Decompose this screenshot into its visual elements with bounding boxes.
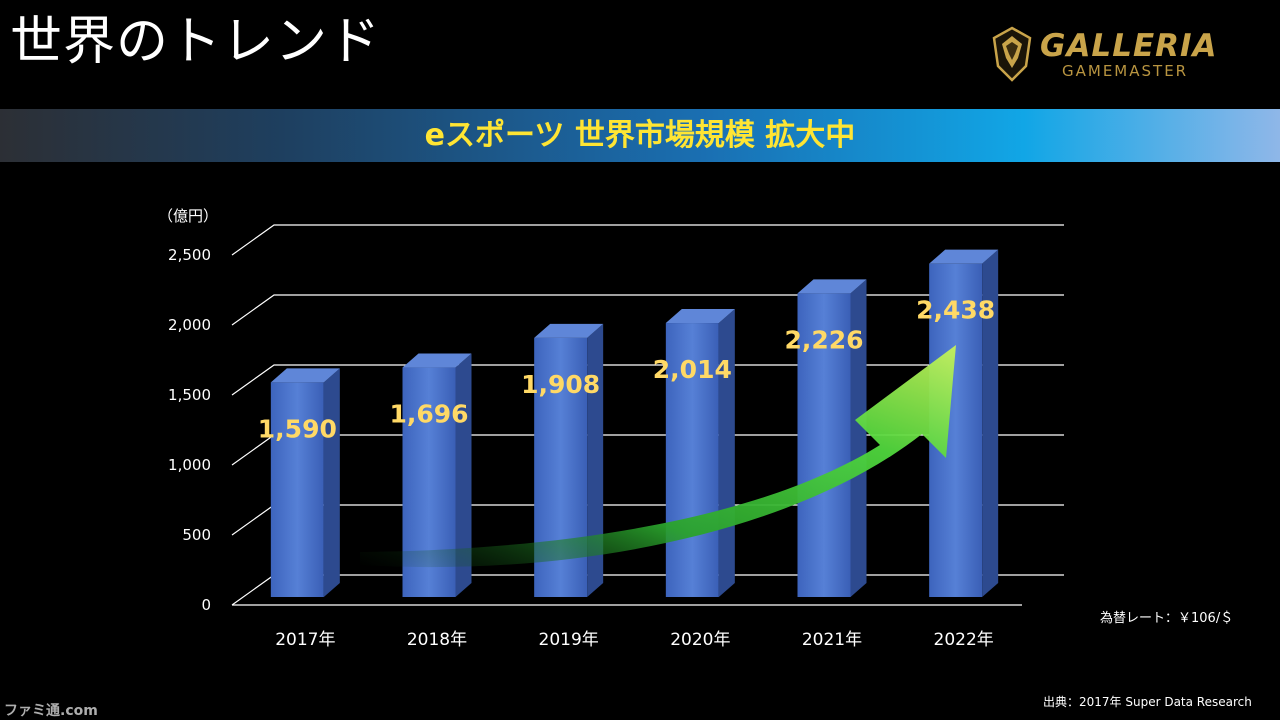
bar-side	[323, 368, 340, 597]
crest-icon	[992, 26, 1032, 82]
x-tick-label: 2019年	[539, 630, 599, 650]
bar-front	[797, 293, 851, 597]
y-axis-unit-label: （億円）	[158, 207, 219, 225]
y-tick-label: 500	[182, 526, 211, 544]
gridline	[231, 224, 1064, 256]
galleria-logo: GALLERIA GAMEMASTER	[990, 26, 1260, 86]
bar	[665, 309, 735, 597]
bar-top	[402, 353, 472, 368]
y-tick-label: 2,000	[168, 316, 211, 334]
x-tick-label: 2021年	[802, 630, 862, 650]
y-tick-label: 1,500	[168, 386, 211, 404]
bar-side	[455, 353, 472, 597]
x-tick-label: 2020年	[670, 630, 730, 650]
x-tick-label: 2022年	[934, 630, 994, 650]
bar-side	[718, 309, 735, 597]
bar-side	[587, 323, 604, 597]
y-tick-label: 2,500	[168, 246, 211, 264]
x-tick-label: 2017年	[275, 630, 335, 650]
bar-side	[850, 279, 867, 597]
logo-wordmark: GALLERIA	[1040, 28, 1218, 64]
bar-top	[270, 368, 340, 383]
bar	[797, 279, 867, 597]
x-tick-label: 2018年	[407, 630, 467, 650]
source-note: 出典：2017年 Super Data Research	[1043, 695, 1252, 709]
bar-top	[665, 309, 735, 324]
banner-text: eスポーツ 世界市場規模 拡大中	[424, 118, 856, 153]
watermark: ファミ通.com	[4, 703, 98, 719]
value-label: 2,438	[916, 296, 995, 325]
value-label: 1,590	[258, 414, 337, 443]
slide-title: 世界のトレンド	[10, 12, 382, 72]
y-tick-label: 1,000	[168, 456, 211, 474]
bar	[929, 249, 999, 597]
value-label: 2,014	[653, 355, 732, 384]
bar-front	[270, 382, 324, 597]
bar	[270, 368, 340, 597]
bar-side	[982, 249, 999, 597]
value-label: 1,696	[389, 400, 468, 429]
logo-subtitle: GAMEMASTER	[1062, 62, 1189, 80]
bar-top	[534, 323, 604, 338]
value-label: 1,908	[521, 370, 600, 399]
y-tick-label: 0	[201, 596, 211, 614]
headline-banner: eスポーツ 世界市場規模 拡大中	[0, 109, 1280, 162]
value-label: 2,226	[784, 325, 863, 354]
bar-top	[929, 249, 999, 264]
bar-front	[665, 323, 719, 597]
exchange-rate-note: 為替レート：￥106/＄	[1100, 611, 1234, 626]
bar-top	[797, 279, 867, 294]
